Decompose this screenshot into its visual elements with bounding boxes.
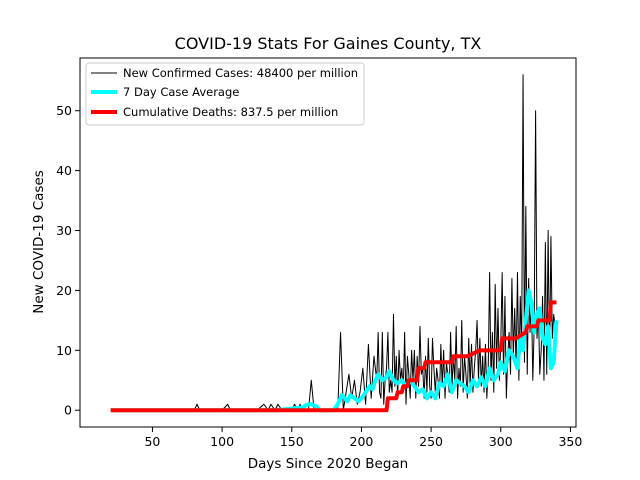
series-layer (110, 74, 559, 413)
chart-title: COVID-19 Stats For Gaines County, TX (175, 34, 482, 53)
y-axis-label: New COVID-19 Cases (31, 170, 47, 314)
x-axis: 50 100 150 200 250 300 350 (144, 427, 582, 449)
x-axis-label: Days Since 2020 Began (248, 456, 409, 472)
x-tick-label: 150 (280, 434, 304, 449)
series-cumulative-deaths (110, 300, 557, 413)
legend-frame (85, 62, 365, 126)
legend-label-new-cases: New Confirmed Cases: 48400 per million (123, 66, 358, 80)
x-tick-label: 300 (489, 434, 513, 449)
y-tick-label: 50 (56, 103, 72, 118)
legend-label-7-day-average: 7 Day Case Average (123, 85, 239, 99)
y-tick-label: 40 (56, 163, 72, 178)
x-tick-label: 50 (144, 434, 160, 449)
x-tick-label: 200 (350, 434, 374, 449)
legend: New Confirmed Cases: 48400 per million 7… (85, 62, 365, 126)
series-new-confirmed-cases (110, 74, 557, 411)
legend-label-cumulative-deaths: Cumulative Deaths: 837.5 per million (123, 105, 338, 119)
plot-frame (79, 57, 577, 428)
y-tick-label: 30 (56, 223, 72, 238)
x-tick-label: 250 (419, 434, 443, 449)
x-tick-label: 100 (210, 434, 234, 449)
x-tick-label: 350 (558, 434, 582, 449)
y-axis: 0 10 20 30 40 50 (56, 103, 80, 418)
y-tick-label: 20 (56, 283, 72, 298)
y-tick-label: 10 (56, 343, 72, 358)
y-tick-label: 0 (64, 403, 72, 418)
